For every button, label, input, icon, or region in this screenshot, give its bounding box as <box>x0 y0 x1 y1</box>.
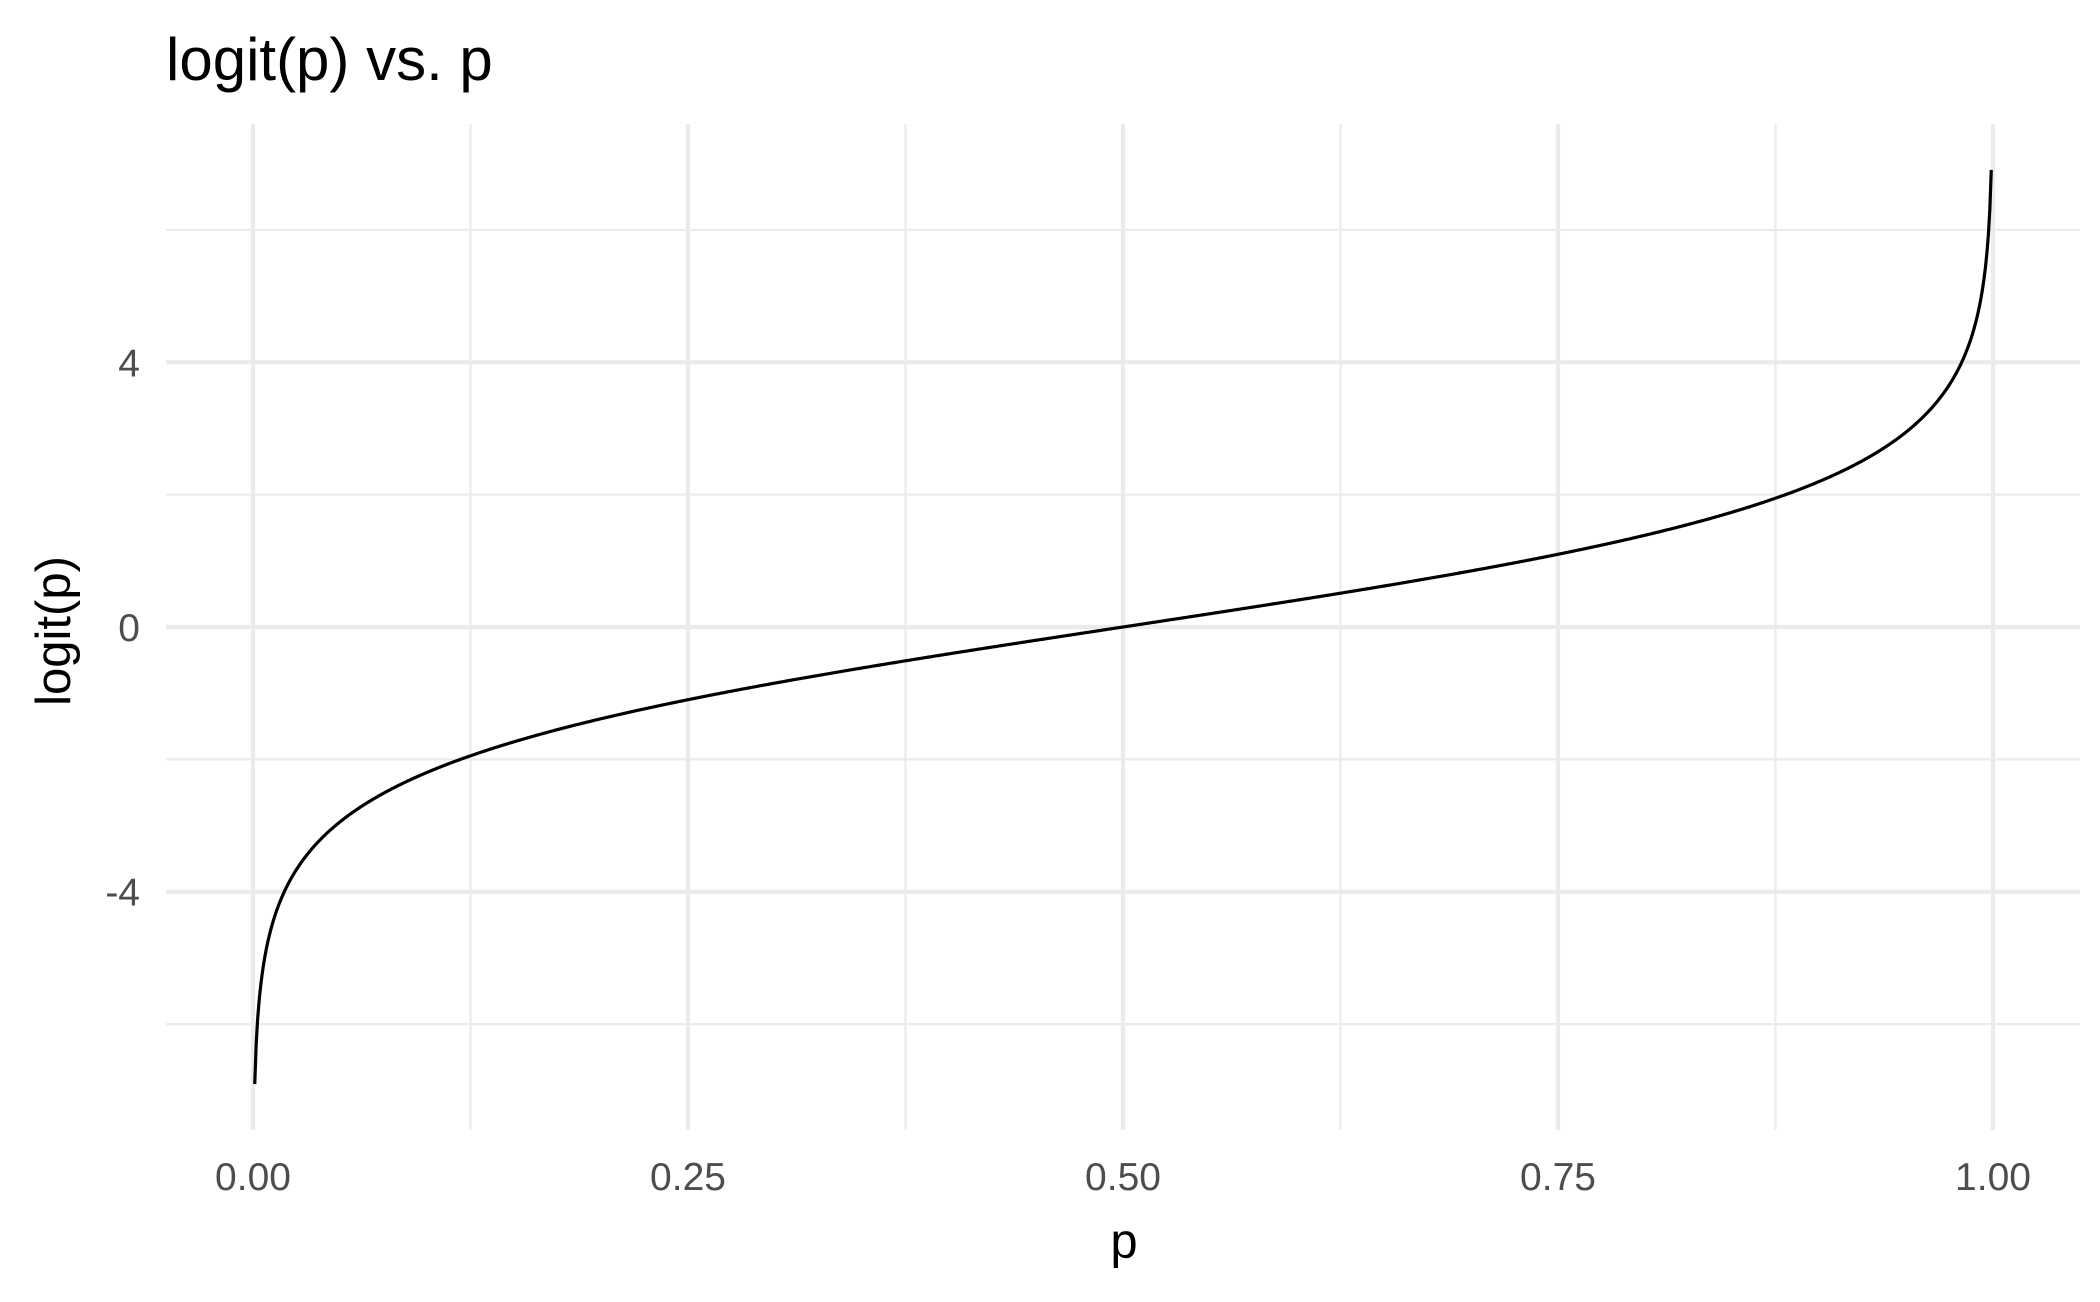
x-tick-label: 0.25 <box>650 1156 726 1199</box>
chart-title: logit(p) vs. p <box>166 26 493 93</box>
tick-labels: 0.00 0.25 0.50 0.75 1.00 -4 0 4 <box>105 342 2031 1199</box>
logit-curve <box>253 169 1993 1085</box>
y-tick-label: 0 <box>118 607 140 650</box>
y-tick-label: 4 <box>118 342 140 385</box>
y-tick-label: -4 <box>105 872 140 915</box>
x-axis-title: p <box>1110 1215 1137 1269</box>
y-axis-title: logit(p) <box>27 556 81 706</box>
x-tick-label: 1.00 <box>1955 1156 2031 1199</box>
x-tick-label: 0.50 <box>1085 1156 1161 1199</box>
x-tick-label: 0.00 <box>215 1156 291 1199</box>
x-tick-label: 0.75 <box>1520 1156 1596 1199</box>
gridlines <box>166 124 2080 1130</box>
series-layer <box>253 169 1993 1085</box>
